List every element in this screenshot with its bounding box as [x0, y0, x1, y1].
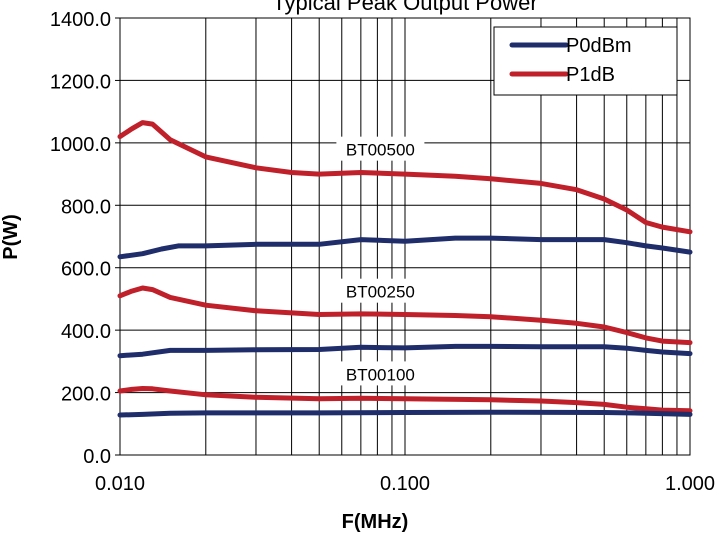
series-line-p0dbm-bt00500 — [117, 235, 693, 260]
annotation-label: BT00250 — [346, 283, 415, 302]
plot-area-frame — [119, 17, 691, 456]
y-tick-label: 1400.0 — [50, 9, 111, 31]
legend-box — [493, 26, 678, 96]
series-line-p0dbm-bt00100 — [117, 409, 693, 418]
x-tick-labels: 0.010 0.100 1.000 — [95, 473, 715, 495]
annotation-label: BT00500 — [346, 141, 415, 160]
series-line-p0dbm-bt00250 — [117, 343, 693, 359]
y-tick-label: 800.0 — [61, 196, 111, 218]
y-axis-label: P(W) — [0, 214, 22, 260]
x-tick-label: 0.100 — [380, 473, 430, 495]
chart-title: Typical Peak Output Power — [272, 0, 537, 15]
y-tick-label: 600.0 — [61, 259, 111, 281]
legend-label: P0dBm — [566, 35, 632, 57]
legend-label: P1dB — [566, 64, 615, 86]
y-tick-label: 0.0 — [83, 446, 111, 468]
x-axis-label: F(MHz) — [342, 511, 409, 533]
series-line-p1db-bt00250 — [117, 285, 693, 346]
y-tick-label: 1000.0 — [50, 134, 111, 156]
x-tick-label: 0.010 — [95, 473, 145, 495]
y-tick-label: 400.0 — [61, 321, 111, 343]
data-series — [117, 120, 693, 418]
x-tick-label: 1.000 — [665, 473, 715, 495]
y-tick-label: 200.0 — [61, 384, 111, 406]
annotation-backing — [336, 136, 425, 161]
y-tick-label: 1200.0 — [50, 71, 111, 93]
annotation-backing — [336, 278, 425, 303]
series-line-p1db-bt00500 — [117, 120, 693, 235]
annotation-label: BT00100 — [346, 365, 415, 384]
series-line-p1db-bt00100 — [117, 386, 693, 414]
legend: P0dBm P1dB — [493, 26, 678, 96]
series-group-labels: BT00500 BT00250 BT00100 — [336, 136, 425, 386]
annotation-backing — [336, 361, 425, 386]
y-tick-labels: 0.0 200.0 400.0 600.0 800.0 1000.0 1200.0 1400.… — [50, 9, 120, 468]
